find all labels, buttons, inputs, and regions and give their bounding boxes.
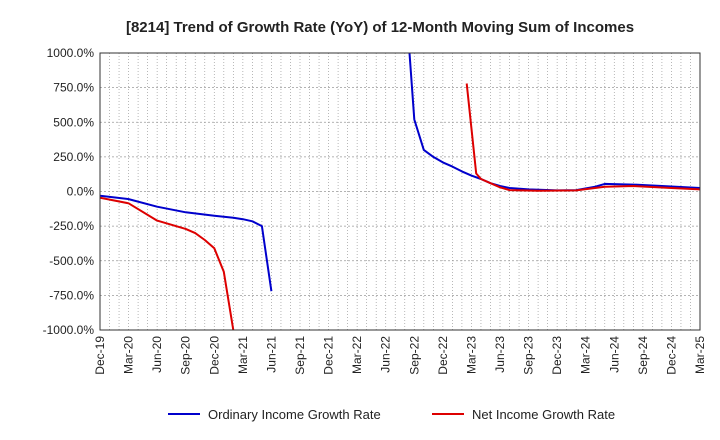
y-tick-label: -1000.0% <box>43 323 95 337</box>
x-tick-label: Dec-22 <box>436 336 450 375</box>
y-tick-labels: 1000.0% 750.0% 500.0% 250.0% 0.0% -250.0% -500… <box>43 46 95 337</box>
y-tick-label: -250.0% <box>49 219 94 233</box>
y-tick-label: 250.0% <box>53 150 94 164</box>
x-tick-label: Jun-21 <box>264 336 278 373</box>
y-tick-label: 0.0% <box>67 185 95 199</box>
x-tick-label: Mar-25 <box>693 336 707 374</box>
series-line <box>100 194 273 292</box>
x-tick-label: Dec-23 <box>550 336 564 375</box>
y-tick-label: -750.0% <box>49 288 94 302</box>
x-tick-label: Jun-22 <box>379 336 393 373</box>
y-tick-label: 750.0% <box>53 81 94 95</box>
x-tick-label: Jun-24 <box>607 336 621 373</box>
x-tick-label: Sep-23 <box>522 336 536 375</box>
x-tick-label: Dec-19 <box>93 336 107 375</box>
x-tick-label: Mar-24 <box>579 336 593 374</box>
series-2 <box>100 83 700 330</box>
x-tick-labels: Dec-19 Mar-20 Jun-20 Sep-20 Dec-20 Mar-21 Jun-… <box>93 336 707 375</box>
x-tick-label: Dec-21 <box>322 336 336 375</box>
x-tick-label: Sep-21 <box>293 336 307 375</box>
x-tick-label: Jun-23 <box>493 336 507 373</box>
x-tick-label: Sep-22 <box>407 336 421 375</box>
legend-label: Ordinary Income Growth Rate <box>208 407 381 422</box>
x-tick-label: Jun-20 <box>150 336 164 373</box>
x-tick-label: Mar-23 <box>464 336 478 374</box>
x-tick-label: Sep-24 <box>636 336 650 375</box>
x-tick-label: Dec-24 <box>664 336 678 375</box>
y-tick-label: 500.0% <box>53 115 94 129</box>
y-tick-label: 1000.0% <box>47 46 95 60</box>
x-tick-label: Mar-22 <box>350 336 364 374</box>
series-layer <box>100 53 700 330</box>
plot-area-border <box>99 52 701 331</box>
x-tick-label: Mar-20 <box>122 336 136 374</box>
x-tick-label: Mar-21 <box>236 336 250 374</box>
series-line <box>100 196 235 330</box>
x-tick-label: Dec-20 <box>207 336 221 375</box>
series-line <box>465 83 700 192</box>
legend-label: Net Income Growth Rate <box>472 407 615 422</box>
legend: Ordinary Income Growth Rate Net Income Gr… <box>168 407 615 422</box>
chart-title: [8214] Trend of Growth Rate (YoY) of 12-… <box>126 19 634 36</box>
y-tick-label: -500.0% <box>49 254 94 268</box>
x-tick-label: Sep-20 <box>179 336 193 375</box>
